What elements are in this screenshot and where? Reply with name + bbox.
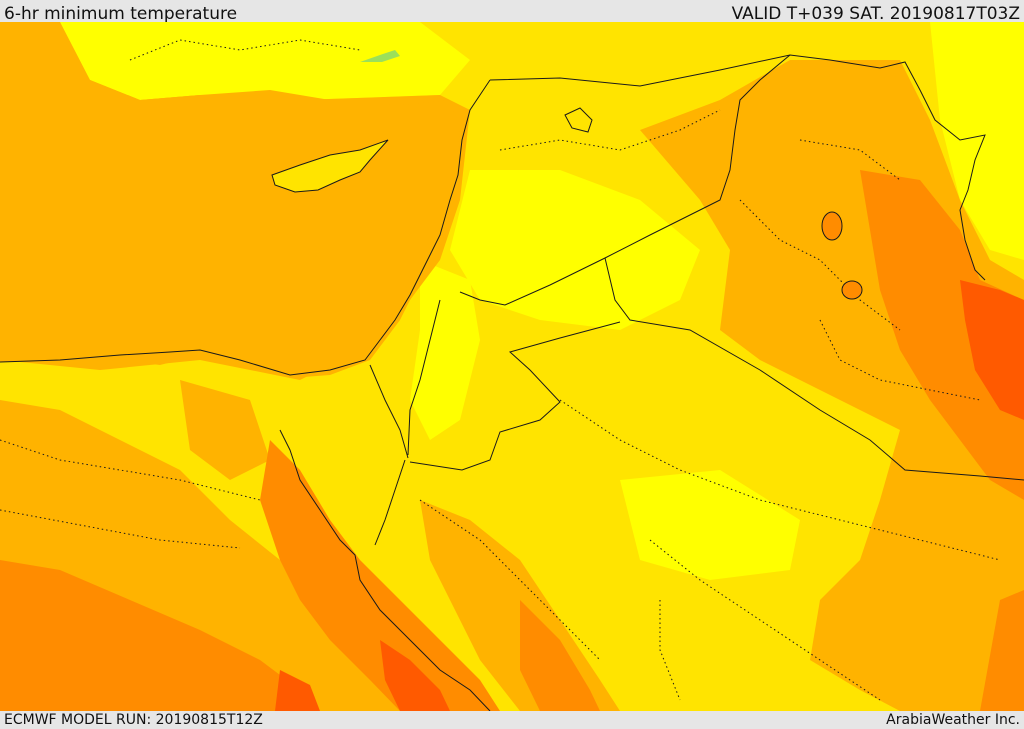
provincial-boundaries	[0, 39, 1001, 701]
pale-yellow-zones	[60, 22, 1024, 580]
map-header: 6-hr minimum temperature VALID T+039 SAT…	[0, 0, 1024, 24]
political-borders	[409, 54, 1024, 481]
coastlines	[0, 54, 986, 711]
credit-label: ArabiaWeather Inc.	[886, 712, 1020, 728]
model-run-label: ECMWF MODEL RUN: 20190815T12Z	[4, 712, 263, 728]
map-footer: ECMWF MODEL RUN: 20190815T12Z ArabiaWeat…	[0, 711, 1024, 729]
mediterranean-sea	[0, 55, 460, 378]
green-trace	[360, 50, 400, 62]
orange-zones	[0, 170, 1024, 711]
lakes	[564, 107, 863, 300]
map-title: 6-hr minimum temperature	[4, 4, 238, 24]
temperature-map	[0, 22, 1024, 711]
cyprus-island	[271, 139, 389, 193]
valid-time-label: VALID T+039 SAT. 20190817T03Z	[731, 4, 1020, 24]
dark-orange-zones	[275, 280, 1024, 711]
